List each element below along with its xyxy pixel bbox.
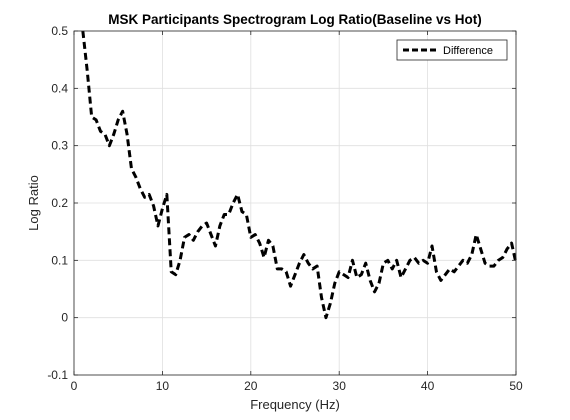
legend-box [396,39,508,61]
y-axis-label: Log Ratio [26,175,41,231]
x-tick-label: 40 [421,379,435,393]
x-axis-label: Frequency (Hz) [250,397,340,412]
y-tick-label: 0 [61,311,68,325]
series-line-difference [81,30,518,320]
y-tick-label: 0.2 [51,196,68,210]
chart-title: MSK Participants Spectrogram Log Ratio(B… [108,12,482,27]
series-lines [81,30,518,320]
y-tick-label: 0.4 [51,81,68,95]
x-tick-label: 50 [509,379,523,393]
x-tick-label: 10 [156,379,170,393]
x-tick-label: 30 [333,379,347,393]
axis-ticks: 0 10 20 30 40 50-0.100.10.20.30.40.5 [47,24,523,393]
legend-label-difference: Difference [443,45,493,57]
y-tick-label: -0.1 [47,368,68,382]
x-tick-label: 0 [71,379,78,393]
x-tick-label: 20 [244,379,258,393]
y-tick-label: 0.3 [51,139,68,153]
legend: Difference [396,39,508,61]
y-tick-label: 0.1 [51,253,68,267]
y-tick-label: 0.5 [51,24,68,38]
